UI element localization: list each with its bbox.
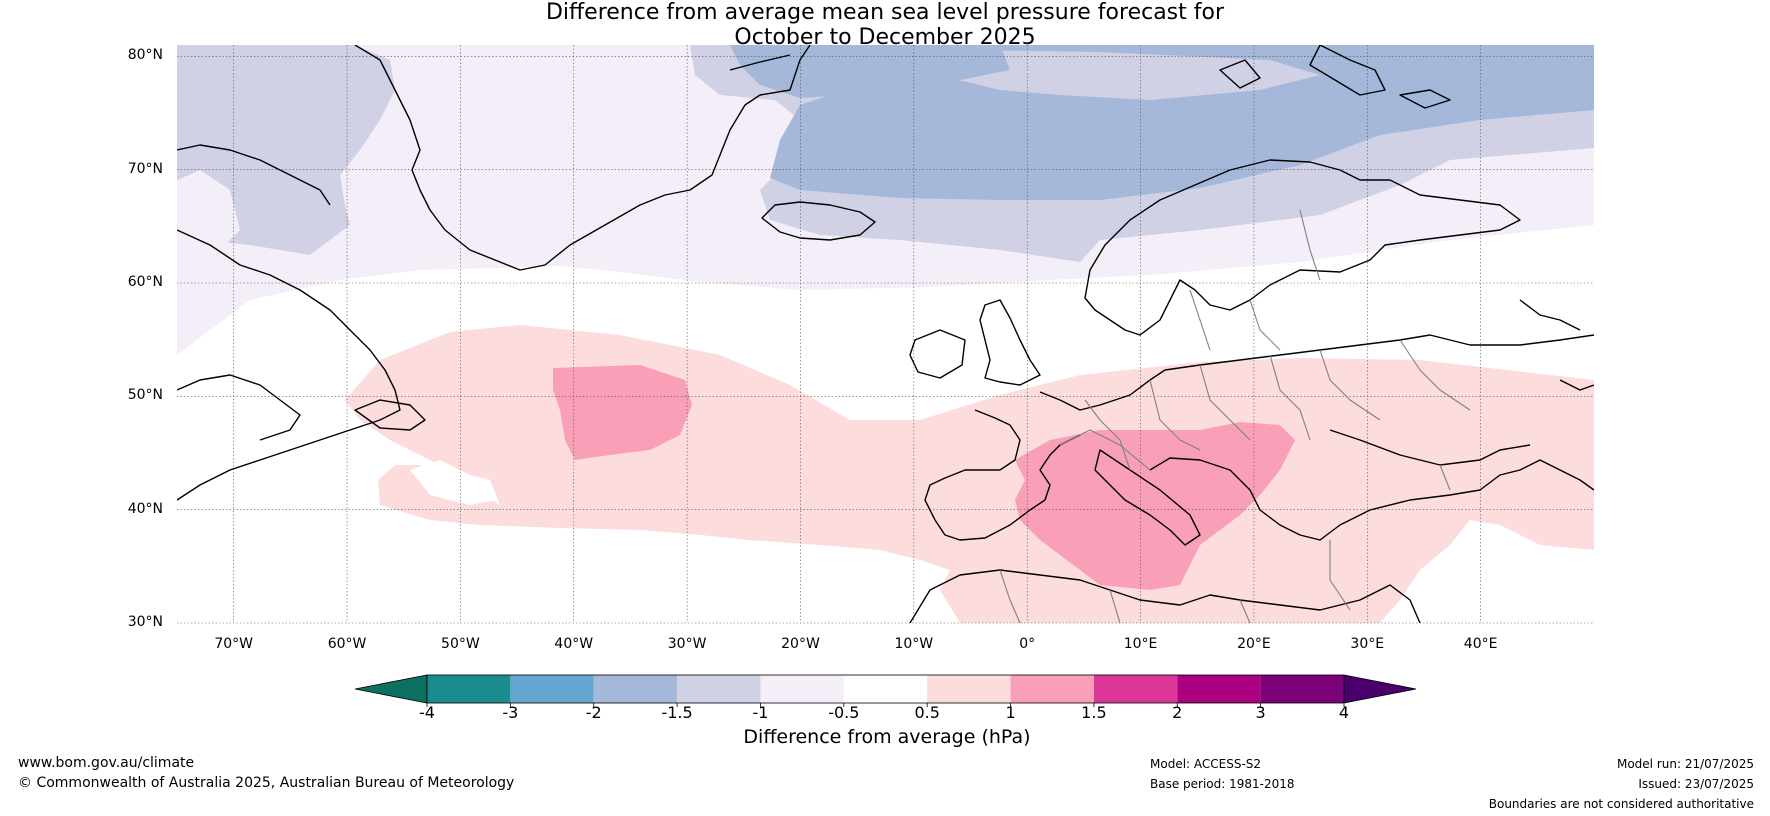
longitude-label: 10°E <box>1123 636 1158 652</box>
colorbar-under-triangle <box>354 674 428 704</box>
footer-issued: Issued: 23/07/2025 <box>1638 777 1754 791</box>
longitude-label: 30°E <box>1350 636 1385 652</box>
longitude-label: 60°W <box>327 636 367 652</box>
longitude-label: 20°E <box>1237 636 1271 652</box>
coastline-paths <box>177 45 1594 623</box>
longitude-label: 40°W <box>554 636 594 652</box>
colorbar-segment <box>677 675 761 703</box>
colorbar-tick-label: -4 <box>419 703 435 722</box>
latitude-label: 40°N <box>127 500 163 517</box>
longitude-label: 20°W <box>781 636 820 652</box>
footer-copyright: © Commonwealth of Australia 2025, Austra… <box>18 775 515 791</box>
shading-neg-1-5 <box>770 45 1594 200</box>
colorbar-over-triangle <box>1343 674 1417 704</box>
footer-website: www.bom.gov.au/climate <box>18 755 195 771</box>
title-line-1: Difference from average mean sea level p… <box>545 0 1225 25</box>
longitude-label: 10°W <box>894 636 934 652</box>
latitude-label: 80°N <box>127 47 163 64</box>
colorbar-segment <box>1260 675 1344 703</box>
colorbar-tick-label: 2 <box>1172 703 1183 722</box>
latitude-label: 50°N <box>127 387 163 404</box>
shading-pos-1-east <box>1015 422 1295 590</box>
footer-base-period: Base period: 1981-2018 <box>1150 777 1295 791</box>
colorbar-tick-label: 4 <box>1338 703 1350 722</box>
colorbar-tick-label: 1.5 <box>1081 703 1107 722</box>
colorbar-segment <box>1093 675 1178 703</box>
colorbar-segment <box>427 675 511 703</box>
colorbar-tick-label: -1 <box>752 703 769 722</box>
longitude-label: 40°E <box>1463 636 1498 652</box>
coastlines <box>177 45 1594 623</box>
colorbar-tick-label: 3 <box>1255 703 1266 722</box>
latitude-label: 70°N <box>127 160 163 177</box>
graticule <box>177 45 1594 624</box>
colorbar-segment <box>760 675 844 703</box>
colorbar-segment <box>510 675 594 703</box>
latitude-label: 60°N <box>127 274 163 290</box>
colorbar-frame <box>426 674 1345 704</box>
colorbar-label: Difference from average (hPa) <box>743 726 1031 748</box>
longitude-label: 30°W <box>667 636 707 652</box>
colorbar-tick-label: 1 <box>1005 703 1016 722</box>
longitude-label: 70°W <box>214 636 253 652</box>
colorbar-tick-label: -1.5 <box>661 703 693 722</box>
colorbar-tick-label: -3 <box>502 703 519 722</box>
footer-disclaimer: Boundaries are not considered authoritat… <box>1488 797 1754 811</box>
colorbar-segment <box>593 675 678 703</box>
colorbar-segment <box>927 675 1011 703</box>
colorbar <box>354 674 1417 707</box>
latitude-label: 30°N <box>127 614 163 630</box>
colorbar-segment <box>843 675 928 703</box>
colorbar-tick-label: -0.5 <box>828 703 860 722</box>
chart-title: Difference from average mean sea level p… <box>0 0 1770 50</box>
anomaly-fields <box>177 45 1594 623</box>
longitude-label: 0° <box>1019 636 1036 652</box>
colorbar-segment <box>1177 675 1261 703</box>
colorbar-tick-label: -2 <box>585 703 602 722</box>
footer-model: Model: ACCESS-S2 <box>1150 757 1262 771</box>
border-paths <box>999 209 1471 623</box>
colorbar-segment <box>1010 675 1094 703</box>
footer-model-run: Model run: 21/07/2025 <box>1616 757 1754 771</box>
colorbar-tick-label: 0.5 <box>914 703 940 722</box>
longitude-label: 50°W <box>441 636 480 652</box>
shading-pos-1 <box>553 365 692 460</box>
